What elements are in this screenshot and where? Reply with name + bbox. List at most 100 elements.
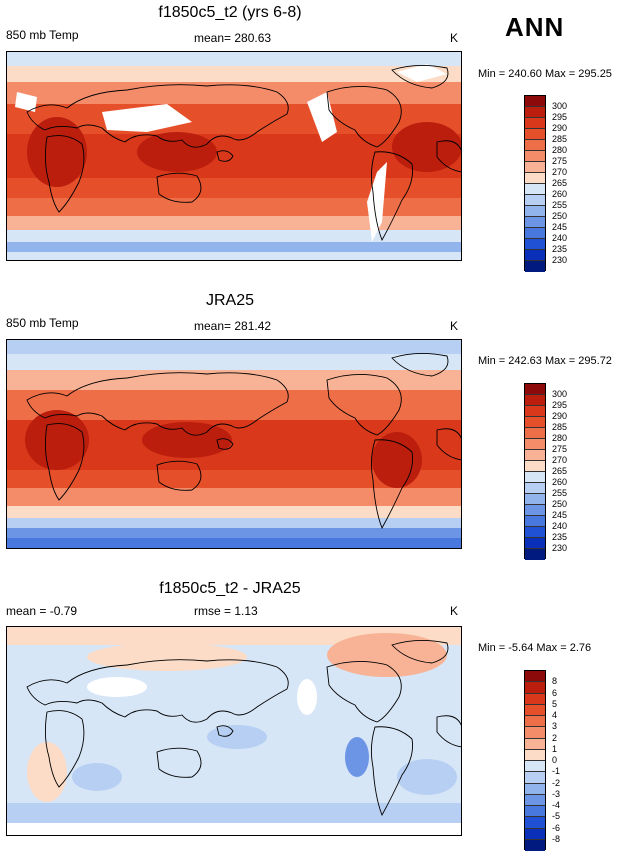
colorbar-swatch bbox=[525, 749, 545, 761]
colorbar-tick-label: 5 bbox=[552, 698, 558, 709]
panel-3-rmse-label: rmse = 1.13 bbox=[194, 604, 258, 618]
colorbar-tick-label: 245 bbox=[552, 510, 568, 520]
colorbar-swatch bbox=[525, 162, 545, 173]
colorbar-tick-label: 255 bbox=[552, 200, 568, 210]
colorbar-swatch bbox=[525, 794, 545, 806]
panel-1-map bbox=[6, 51, 462, 261]
colorbar-tick-label: -1 bbox=[552, 766, 561, 777]
colorbar-swatch bbox=[525, 206, 545, 217]
colorbar-tick-label: 1 bbox=[552, 743, 558, 754]
colorbar-tick-label: 285 bbox=[552, 422, 568, 432]
colorbar-swatch bbox=[525, 406, 545, 417]
panel-2-left-label: 850 mb Temp bbox=[6, 316, 79, 330]
colorbar-swatch bbox=[525, 140, 545, 151]
colorbar-tick-label: -5 bbox=[552, 811, 561, 822]
panel-1-mean-label: mean= 280.63 bbox=[194, 31, 272, 45]
colorbar-swatch bbox=[525, 828, 545, 840]
colorbar-tick-label: 230 bbox=[552, 543, 568, 553]
colorbar-tick-label: 295 bbox=[552, 112, 568, 122]
colorbar-swatch bbox=[525, 538, 545, 549]
colorbar-tick-label: 290 bbox=[552, 411, 568, 421]
colorbar-tick-label: 240 bbox=[552, 521, 568, 531]
colorbar-swatch bbox=[525, 817, 545, 829]
colorbar-swatch bbox=[525, 527, 545, 538]
colorbar-tick-label: 6 bbox=[552, 687, 558, 698]
colorbar-tick-label: 2 bbox=[552, 732, 558, 743]
colorbar-swatch bbox=[525, 682, 545, 694]
colorbar-tick-label: 265 bbox=[552, 466, 568, 476]
colorbar-tick-label: 265 bbox=[552, 178, 568, 188]
colorbar-swatch bbox=[525, 738, 545, 750]
panel-2-units: K bbox=[450, 319, 459, 333]
colorbar-swatch bbox=[525, 96, 545, 107]
colorbar-swatch bbox=[525, 839, 545, 851]
colorbar-tick-label: 250 bbox=[552, 499, 568, 509]
panel-3-title: f1850c5_t2 - JRA25 bbox=[159, 580, 301, 597]
colorbar-tick-label: 245 bbox=[552, 222, 568, 232]
panel-1-left-label: 850 mb Temp bbox=[6, 28, 79, 42]
colorbar-tick-label: 240 bbox=[552, 233, 568, 243]
colorbar-tick-label: 300 bbox=[552, 101, 568, 111]
panel-2-minmax: Min = 242.63 Max = 295.72 bbox=[478, 355, 612, 367]
colorbar-swatch bbox=[525, 671, 545, 683]
panel-1-title: f1850c5_t2 (yrs 6-8) bbox=[158, 4, 302, 21]
colorbar-tick-label: 260 bbox=[552, 477, 568, 487]
colorbar-tick-label: 290 bbox=[552, 123, 568, 133]
colorbar-tick-label: 255 bbox=[552, 488, 568, 498]
colorbar-tick-label: 250 bbox=[552, 211, 568, 221]
colorbar-tick-label: 235 bbox=[552, 244, 568, 254]
colorbar-swatch bbox=[525, 439, 545, 450]
colorbar-swatch bbox=[525, 129, 545, 140]
panel-1-colorbar bbox=[524, 95, 546, 272]
colorbar-swatch bbox=[525, 772, 545, 784]
colorbar-swatch bbox=[525, 228, 545, 239]
colorbar-swatch bbox=[525, 505, 545, 516]
colorbar-tick-label: 0 bbox=[552, 755, 558, 765]
colorbar-tick-label: -8 bbox=[552, 833, 561, 844]
colorbar-tick-label: -6 bbox=[552, 822, 561, 833]
colorbar-tick-label: 300 bbox=[552, 389, 568, 399]
colorbar-tick-label: 270 bbox=[552, 455, 568, 465]
panel-2-mean-label: mean= 281.42 bbox=[194, 319, 272, 333]
colorbar-tick-label: 295 bbox=[552, 400, 568, 410]
panel-1-units: K bbox=[450, 31, 459, 45]
colorbar-tick-label: 275 bbox=[552, 444, 568, 454]
colorbar-tick-label: -2 bbox=[552, 777, 561, 788]
colorbar-swatch bbox=[525, 384, 545, 395]
colorbar-swatch bbox=[525, 395, 545, 406]
colorbar-swatch bbox=[525, 107, 545, 118]
panel-2-colorbar bbox=[524, 383, 546, 560]
colorbar-swatch bbox=[525, 806, 545, 818]
colorbar-swatch bbox=[525, 727, 545, 739]
colorbar-swatch bbox=[525, 239, 545, 250]
colorbar-swatch bbox=[525, 173, 545, 184]
colorbar-swatch bbox=[525, 693, 545, 705]
colorbar-swatch bbox=[525, 716, 545, 728]
colorbar-swatch bbox=[525, 250, 545, 261]
colorbar-swatch bbox=[525, 549, 545, 560]
panel-2-title: JRA25 bbox=[205, 292, 255, 309]
panel-3-colorbar bbox=[524, 670, 546, 851]
colorbar-tick-label: 230 bbox=[552, 255, 568, 265]
colorbar-swatch bbox=[525, 783, 545, 795]
colorbar-swatch bbox=[525, 472, 545, 483]
colorbar-swatch bbox=[525, 118, 545, 129]
colorbar-tick-label: 285 bbox=[552, 134, 568, 144]
colorbar-tick-label: 275 bbox=[552, 156, 568, 166]
colorbar-swatch bbox=[525, 450, 545, 461]
colorbar-swatch bbox=[525, 195, 545, 206]
season-label: ANN bbox=[505, 12, 565, 42]
colorbar-swatch bbox=[525, 516, 545, 527]
colorbar-tick-label: -3 bbox=[552, 788, 561, 799]
colorbar-swatch bbox=[525, 461, 545, 472]
colorbar-swatch bbox=[525, 417, 545, 428]
colorbar-swatch bbox=[525, 151, 545, 162]
colorbar-tick-label: 270 bbox=[552, 167, 568, 177]
panel-3-units: K bbox=[450, 604, 459, 618]
colorbar-swatch bbox=[525, 217, 545, 228]
colorbar-tick-label: 3 bbox=[552, 721, 558, 732]
panel-3-minmax: Min = -5.64 Max = 2.76 bbox=[478, 642, 592, 654]
colorbar-tick-label: 235 bbox=[552, 532, 568, 542]
colorbar-swatch bbox=[525, 483, 545, 494]
colorbar-swatch bbox=[525, 261, 545, 272]
